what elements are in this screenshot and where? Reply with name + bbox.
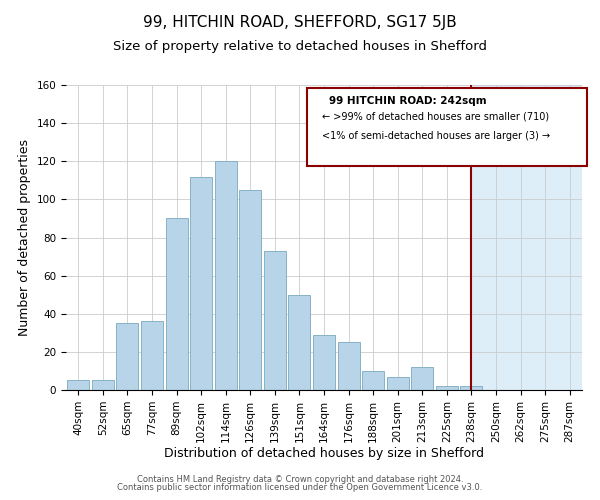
Bar [67, 380, 89, 390]
Bar [472, 85, 582, 390]
Bar [141, 322, 163, 390]
Bar [411, 367, 433, 390]
Bar [190, 176, 212, 390]
Bar [166, 218, 188, 390]
Text: Size of property relative to detached houses in Shefford: Size of property relative to detached ho… [113, 40, 487, 53]
Y-axis label: Number of detached properties: Number of detached properties [18, 139, 31, 336]
Text: ← >99% of detached houses are smaller (710): ← >99% of detached houses are smaller (7… [322, 112, 548, 122]
Bar [436, 386, 458, 390]
Bar [92, 380, 114, 390]
Bar [386, 376, 409, 390]
Bar [362, 371, 384, 390]
Bar [215, 161, 237, 390]
Bar [338, 342, 359, 390]
Bar [239, 190, 262, 390]
Bar [264, 251, 286, 390]
X-axis label: Distribution of detached houses by size in Shefford: Distribution of detached houses by size … [164, 448, 484, 460]
Text: Contains public sector information licensed under the Open Government Licence v3: Contains public sector information licen… [118, 484, 482, 492]
Bar [313, 334, 335, 390]
Bar [289, 294, 310, 390]
FancyBboxPatch shape [307, 88, 587, 166]
Text: <1% of semi-detached houses are larger (3) →: <1% of semi-detached houses are larger (… [322, 130, 550, 141]
Bar [460, 386, 482, 390]
Text: Contains HM Land Registry data © Crown copyright and database right 2024.: Contains HM Land Registry data © Crown c… [137, 474, 463, 484]
Text: 99 HITCHIN ROAD: 242sqm: 99 HITCHIN ROAD: 242sqm [329, 96, 487, 106]
Text: 99, HITCHIN ROAD, SHEFFORD, SG17 5JB: 99, HITCHIN ROAD, SHEFFORD, SG17 5JB [143, 15, 457, 30]
Bar [116, 324, 139, 390]
